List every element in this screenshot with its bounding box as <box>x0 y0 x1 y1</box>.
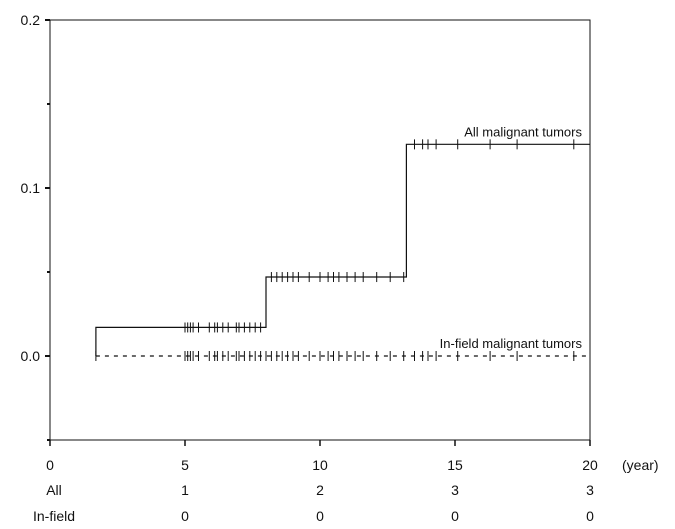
risk-row-value: 3 <box>586 482 594 498</box>
risk-row-label: All <box>46 482 62 498</box>
y-axis: 0.0 0.1 0.2 <box>21 12 50 440</box>
series-in-field-malignant: In-field malignant tumors <box>96 336 590 361</box>
risk-row-value: 3 <box>451 482 459 498</box>
series-layer: All malignant tumors In-field malignant t… <box>96 124 590 361</box>
risk-row-value: 0 <box>451 508 459 524</box>
y-tick-label: 0.1 <box>21 180 41 196</box>
series-label: All malignant tumors <box>464 124 582 139</box>
y-tick-label: 0.2 <box>21 12 41 28</box>
risk-row-value: 2 <box>316 482 324 498</box>
risk-table: All 1 2 3 3 In-field 0 0 0 0 <box>33 482 594 524</box>
series-label: In-field malignant tumors <box>440 336 583 351</box>
x-tick-label: 20 <box>582 457 598 473</box>
x-tick-label: 10 <box>312 457 328 473</box>
risk-row-label: In-field <box>33 508 75 524</box>
risk-row-value: 0 <box>586 508 594 524</box>
x-tick-label: 0 <box>46 457 54 473</box>
risk-row-value: 1 <box>181 482 189 498</box>
series-all-malignant: All malignant tumors <box>96 124 590 356</box>
x-tick-label: 15 <box>447 457 463 473</box>
y-tick-label: 0.0 <box>21 348 41 364</box>
risk-row-value: 0 <box>316 508 324 524</box>
x-axis: 0 5 10 15 20 <box>46 440 598 473</box>
x-tick-label: 5 <box>181 457 189 473</box>
x-axis-unit-label: (year) <box>622 457 659 473</box>
survival-curve <box>96 144 590 356</box>
risk-row-value: 0 <box>181 508 189 524</box>
plot-area-frame <box>50 20 590 440</box>
